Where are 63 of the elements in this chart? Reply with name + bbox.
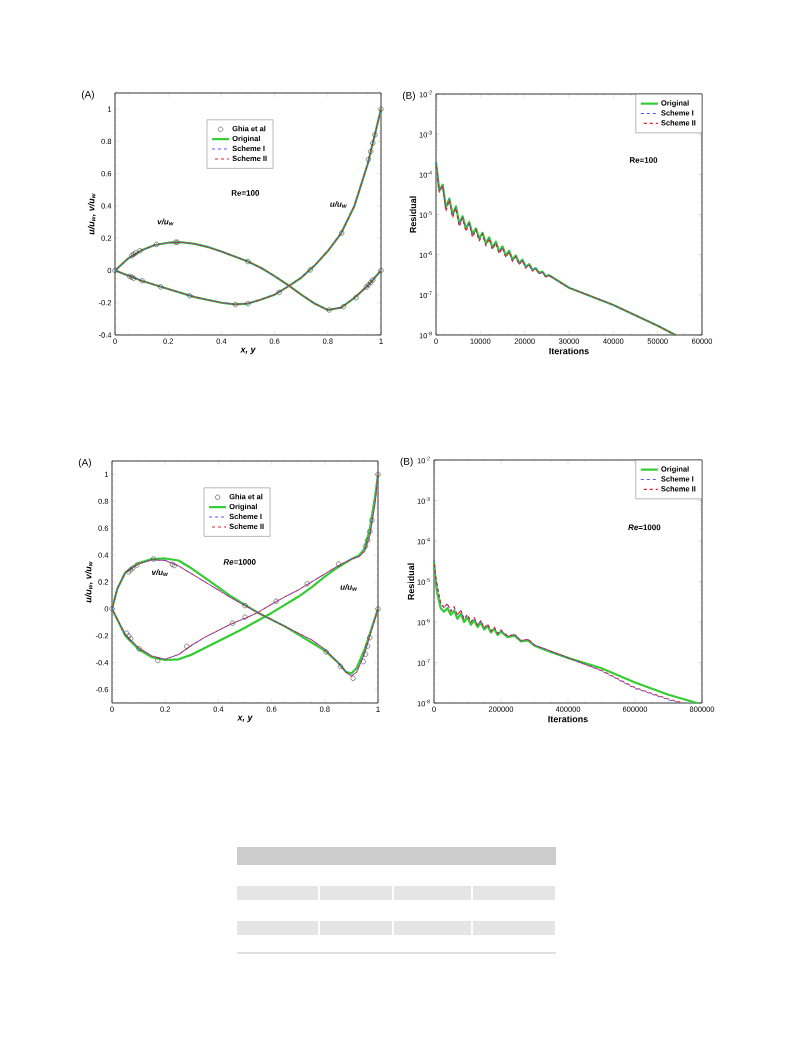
point	[137, 248, 143, 254]
point	[362, 543, 369, 549]
point	[184, 643, 190, 649]
x-axis-title: Iterations	[549, 347, 589, 355]
point	[245, 258, 251, 265]
y-axis-title: u/u$_{w}$, v/u$_{w}$	[87, 193, 96, 235]
point	[112, 267, 118, 274]
point	[273, 598, 279, 604]
point	[365, 157, 372, 163]
point	[378, 106, 384, 112]
point	[337, 663, 344, 669]
point	[365, 282, 372, 288]
point	[323, 649, 329, 655]
point	[109, 606, 115, 612]
y-axis-title: u/u$_{w}$, v/u$_{w}$	[84, 561, 93, 603]
point	[187, 293, 193, 299]
point	[245, 301, 251, 307]
point	[126, 633, 132, 639]
point	[365, 537, 371, 543]
point	[128, 636, 134, 642]
point	[340, 304, 347, 310]
point	[370, 140, 376, 146]
point	[326, 307, 332, 313]
point	[336, 561, 342, 567]
point	[242, 602, 248, 609]
point	[158, 284, 164, 290]
point	[134, 562, 140, 568]
point	[353, 295, 359, 301]
point	[150, 556, 157, 562]
chart-title: (B)	[402, 91, 415, 101]
point	[350, 675, 356, 681]
point	[378, 267, 384, 274]
point	[368, 148, 374, 155]
point	[153, 241, 160, 248]
point	[307, 267, 313, 273]
point	[124, 630, 130, 636]
point	[232, 301, 239, 308]
y-axis-title: Residual	[407, 563, 415, 600]
point	[242, 614, 248, 620]
point	[367, 528, 373, 535]
x-axis-title: x, y	[240, 347, 256, 355]
x-axis-title: x, y	[237, 715, 253, 723]
point	[365, 643, 371, 649]
point	[136, 646, 142, 652]
point	[362, 651, 369, 657]
point	[360, 659, 366, 665]
point	[375, 471, 381, 478]
point	[369, 517, 375, 523]
point	[276, 289, 282, 295]
point	[304, 581, 310, 587]
chart-title: (B)	[400, 457, 413, 467]
point	[339, 230, 345, 236]
point	[372, 132, 378, 138]
chart-title: (A)	[81, 90, 94, 100]
point	[139, 278, 145, 284]
x-axis-title: Iterations	[548, 715, 588, 723]
chart-title: (A)	[78, 458, 91, 468]
point	[367, 635, 373, 641]
point	[375, 606, 381, 612]
point	[363, 284, 369, 290]
point	[155, 657, 161, 663]
y-axis-title: Residual	[409, 196, 417, 233]
point	[229, 620, 236, 626]
